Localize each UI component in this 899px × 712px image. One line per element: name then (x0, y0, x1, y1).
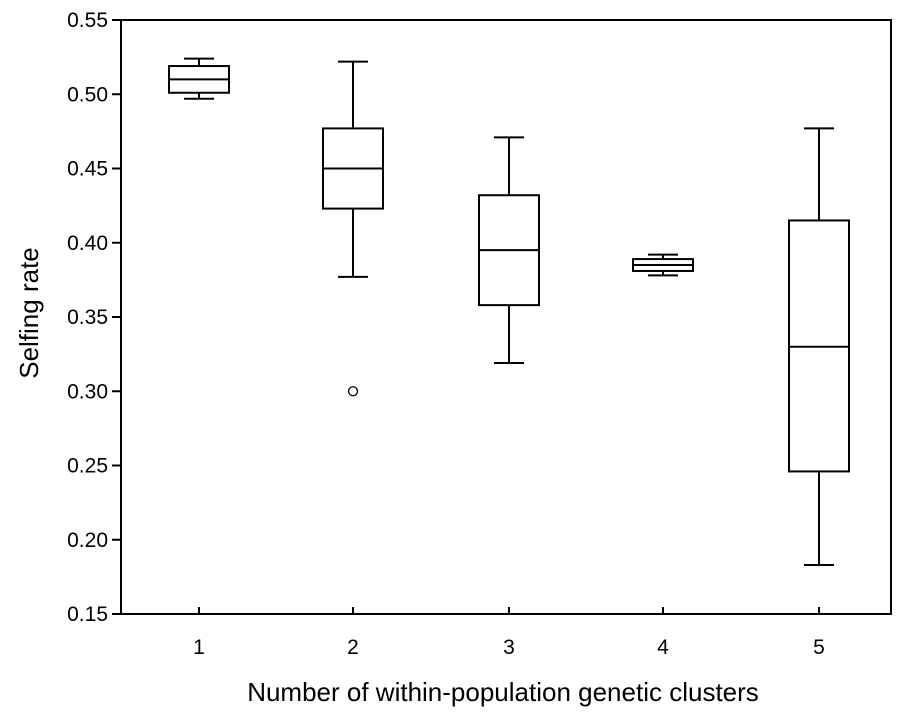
x-tick-label: 4 (657, 636, 669, 659)
box-group-3 (478, 136, 540, 365)
outlier-point (347, 386, 359, 397)
y-axis-title: Selfing rate (14, 247, 44, 379)
y-tick-label: 0.35 (67, 306, 108, 329)
x-tick-label: 2 (347, 636, 359, 659)
y-tick-label: 0.45 (67, 158, 108, 181)
y-tick-label: 0.25 (67, 455, 108, 478)
box-series (168, 57, 850, 566)
x-tick-label: 1 (193, 636, 205, 659)
y-tick-label: 0.50 (67, 83, 108, 106)
box-group-5 (788, 127, 850, 566)
box-group-1 (168, 57, 230, 100)
x-tick-label: 3 (503, 636, 515, 659)
box-group-2 (322, 60, 384, 397)
y-tick-label: 0.15 (67, 603, 108, 626)
y-tick-label: 0.55 (67, 9, 108, 32)
y-tick-label: 0.30 (67, 380, 108, 403)
x-axis: 1 2 3 4 5 (193, 607, 825, 659)
y-tick-label: 0.40 (67, 232, 108, 255)
box-group-4 (632, 253, 694, 277)
x-axis-title: Number of within-population genetic clus… (247, 677, 759, 707)
x-tick-label: 5 (813, 636, 825, 659)
y-tick-label: 0.20 (67, 529, 108, 552)
y-axis: 0.15 0.20 0.25 0.30 0.35 0.40 0.45 0.50 0.55 (67, 9, 121, 626)
plot-area-frame (120, 19, 892, 615)
